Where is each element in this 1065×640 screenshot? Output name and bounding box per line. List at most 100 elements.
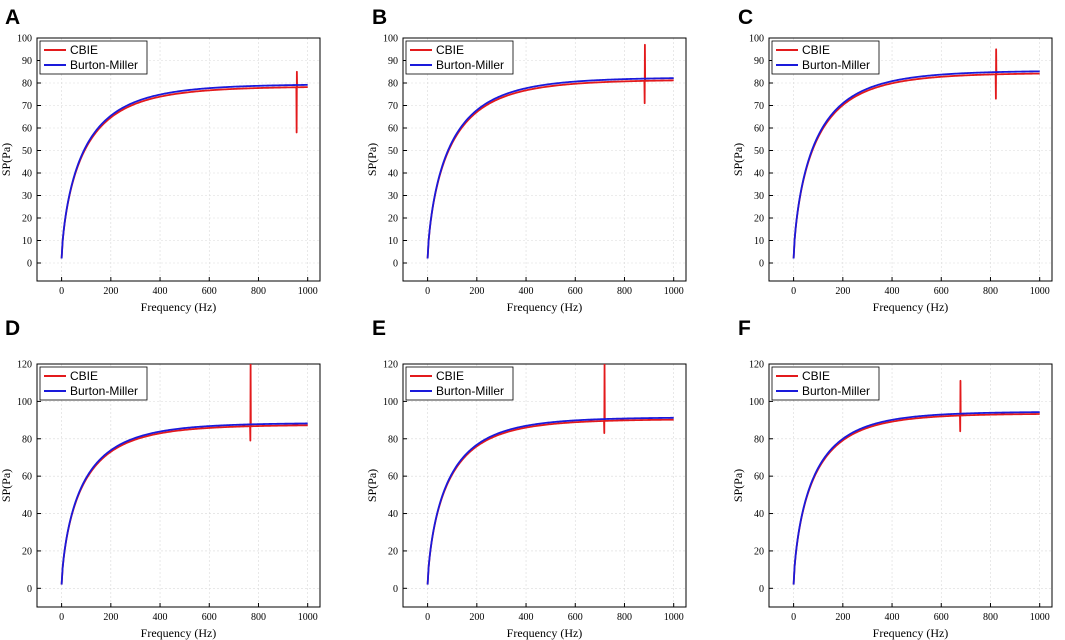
legend-box	[771, 366, 880, 401]
panel-letter: C	[738, 6, 753, 29]
chart-panel-e: E 0 200 400 600 800 1000 0 20 40 60 80 100 120 Frequen…	[365, 317, 687, 640]
x-tick-label: 600	[202, 286, 217, 297]
legend-label: Burton-Miller	[70, 58, 138, 72]
y-tick-label: 60	[388, 124, 398, 135]
x-tick-label: 200	[103, 612, 118, 623]
legend-label: CBIE	[70, 43, 98, 57]
legend-label: CBIE	[70, 369, 98, 383]
y-tick-label: 20	[388, 546, 398, 557]
y-tick-label: 10	[22, 236, 32, 247]
y-tick-label: 30	[388, 191, 398, 202]
y-tick-label: 20	[22, 214, 32, 225]
legend-box	[405, 40, 514, 75]
x-tick-label: 800	[251, 286, 266, 297]
y-tick-label: 60	[22, 124, 32, 135]
plot-area	[60, 364, 308, 585]
legend-box	[405, 366, 514, 401]
y-tick-label: 0	[759, 584, 764, 595]
legend-box	[771, 40, 880, 75]
y-axis-label: SP(Pa)	[365, 469, 379, 502]
y-tick-label: 100	[17, 397, 32, 408]
y-tick-label: 120	[749, 360, 764, 371]
x-tick-label: 1000	[664, 286, 684, 297]
panel-letter: D	[5, 317, 20, 340]
y-tick-label: 40	[388, 509, 398, 520]
chart-panel-b: B 0 200 400 600 800 1000 0 10 20 30 40 50 60 70 80 90 100…	[365, 6, 687, 314]
chart-panel-c: C 0 200 400 600 800 1000 0 10 20 30 40 50 60 70 80 90 100…	[731, 6, 1053, 314]
plot-frame	[402, 37, 687, 282]
x-tick-label: 0	[791, 612, 796, 623]
plot-frame	[768, 363, 1053, 608]
x-tick-label: 400	[153, 286, 168, 297]
legend-label: Burton-Miller	[70, 384, 138, 398]
y-tick-label: 100	[383, 397, 398, 408]
y-tick-label: 40	[754, 169, 764, 180]
x-axis-label: Frequency (Hz)	[873, 300, 949, 314]
series-line-cbie	[426, 43, 674, 259]
y-tick-label: 80	[22, 79, 32, 90]
plot-frame	[402, 363, 687, 608]
y-tick-label: 30	[22, 191, 32, 202]
y-tick-label: 20	[388, 214, 398, 225]
plot-area	[426, 364, 674, 585]
plot-frame	[768, 37, 1053, 282]
x-tick-label: 800	[983, 286, 998, 297]
chart-panel-a: A 0 200 400 600 800 1000 0 10 20 30 40 50 60 70 80 90 100…	[0, 6, 321, 314]
series-line-cbie	[60, 70, 308, 259]
y-tick-label: 0	[759, 259, 764, 270]
y-tick-label: 40	[22, 169, 32, 180]
y-tick-label: 40	[22, 509, 32, 520]
plot-area	[792, 48, 1040, 259]
y-tick-label: 120	[17, 360, 32, 371]
series-line-burton-miller	[792, 411, 1040, 585]
y-tick-label: 90	[388, 56, 398, 67]
series-line-cbie	[792, 379, 1040, 585]
x-axis-label: Frequency (Hz)	[141, 300, 217, 314]
x-axis-label: Frequency (Hz)	[873, 626, 949, 640]
y-tick-label: 0	[27, 259, 32, 270]
y-tick-label: 50	[388, 146, 398, 157]
y-tick-label: 100	[383, 34, 398, 45]
x-tick-label: 600	[934, 612, 949, 623]
x-tick-label: 200	[835, 612, 850, 623]
legend-label: Burton-Miller	[436, 384, 504, 398]
legend-box	[39, 40, 148, 75]
x-tick-label: 400	[153, 612, 168, 623]
x-tick-label: 200	[469, 612, 484, 623]
series-line-burton-miller	[426, 77, 674, 259]
x-tick-label: 800	[251, 612, 266, 623]
x-tick-label: 0	[59, 286, 64, 297]
x-axis-label: Frequency (Hz)	[507, 300, 583, 314]
y-tick-label: 0	[393, 584, 398, 595]
legend-box	[39, 366, 148, 401]
y-axis-label: SP(Pa)	[731, 143, 745, 176]
y-tick-label: 70	[754, 101, 764, 112]
x-tick-label: 0	[59, 612, 64, 623]
y-tick-label: 80	[388, 79, 398, 90]
x-tick-label: 600	[934, 286, 949, 297]
y-tick-label: 50	[754, 146, 764, 157]
x-tick-label: 600	[568, 612, 583, 623]
y-tick-label: 80	[754, 79, 764, 90]
plot-area	[60, 70, 308, 259]
panel-letter: A	[5, 6, 20, 29]
y-tick-label: 20	[754, 546, 764, 557]
series-line-burton-miller	[60, 422, 308, 585]
y-tick-label: 100	[17, 34, 32, 45]
y-axis-label: SP(Pa)	[731, 469, 745, 502]
y-tick-label: 10	[754, 236, 764, 247]
y-tick-label: 70	[22, 101, 32, 112]
x-tick-label: 0	[425, 286, 430, 297]
legend-label: Burton-Miller	[802, 58, 870, 72]
y-axis-label: SP(Pa)	[0, 469, 13, 502]
x-tick-label: 400	[885, 286, 900, 297]
plot-area	[792, 379, 1040, 585]
panel-letter: F	[738, 317, 751, 340]
y-tick-label: 80	[22, 434, 32, 445]
chart-panel-d: D 0 200 400 600 800 1000 0 20 40 60 80 100 120 Frequen…	[0, 317, 321, 640]
x-tick-label: 800	[617, 612, 632, 623]
x-tick-label: 1000	[298, 612, 318, 623]
chart-panel-f: F 0 200 400 600 800 1000 0 20 40 60 80 100 120 Frequen…	[731, 317, 1053, 640]
